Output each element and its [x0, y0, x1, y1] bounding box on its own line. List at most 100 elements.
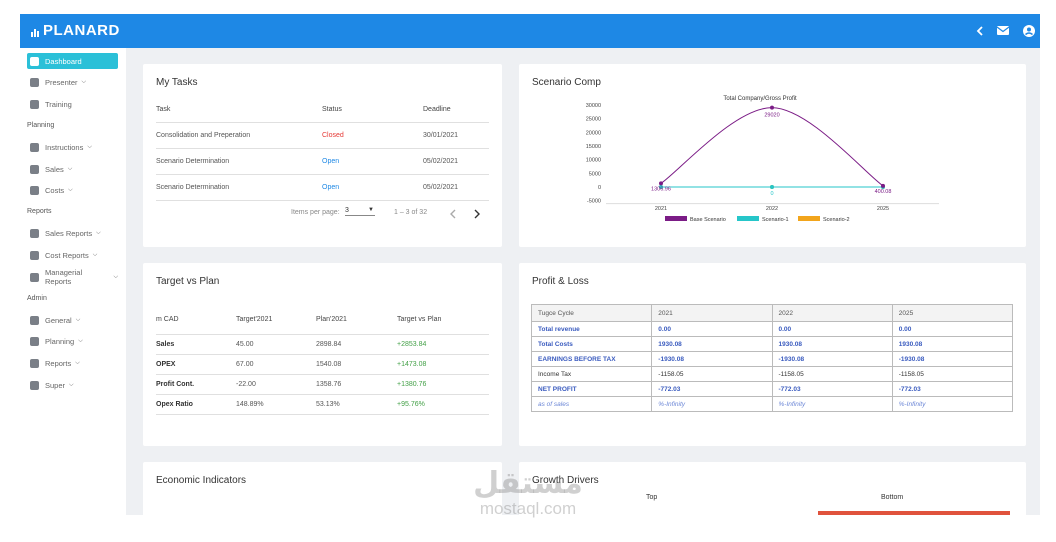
next-page[interactable]	[474, 209, 480, 219]
task-row: Scenario Determination Open 05/02/2021	[156, 174, 489, 201]
cell: Profit Cont.	[156, 374, 236, 395]
y-tick-label: 20000	[586, 130, 601, 136]
column-header: Target vs Plan	[397, 305, 489, 335]
sidebar-label: Cost Reports	[45, 250, 89, 260]
sidebar-item[interactable]: Planning ⌵	[27, 334, 118, 350]
cell: OPEX	[156, 354, 236, 375]
sidebar-label: Super	[45, 380, 66, 390]
sidebar-section: Planning	[27, 121, 55, 129]
sidebar-item[interactable]: Dashboard	[27, 53, 118, 69]
card-title: Target vs Plan	[156, 276, 220, 287]
pl-row: NET PROFIT -772.03 -772.03 -772.03	[530, 381, 1014, 397]
column-header: 2022	[771, 304, 893, 322]
cell: EARNINGS BEFORE TAX	[530, 351, 653, 367]
cell: 45.00	[236, 334, 316, 355]
cell: +1380.76	[397, 374, 489, 395]
cell: as of sales	[530, 396, 653, 412]
column-header: 2021	[651, 304, 773, 322]
card-title: Growth Drivers	[532, 475, 599, 486]
pager	[450, 209, 480, 219]
sidebar-label: Managerial Reports	[45, 268, 83, 286]
task-row: Scenario Determination Open 05/02/2021	[156, 148, 489, 175]
cell: 67.00	[236, 354, 316, 375]
header-row: Tugce Cycle 2021 2022 2025	[530, 304, 1014, 322]
cell: Scenario Determination	[156, 148, 322, 175]
y-tick-label: 10000	[586, 158, 601, 164]
sidebar-item[interactable]: Instructions ⌵	[27, 139, 118, 155]
cell: +95.76%	[397, 394, 489, 415]
plan-row: Opex Ratio 148.89% 53.13% +95.76%	[156, 394, 489, 415]
cell: 1358.76	[316, 374, 397, 395]
legend-label: Scenario-2	[823, 217, 850, 223]
sidebar-label: Sales Reports	[45, 229, 93, 239]
column-header: Tugce Cycle	[530, 304, 653, 322]
sidebar-label: Presenter	[45, 78, 78, 88]
pl-row: Income Tax -1158.05 -1158.05 -1158.05	[530, 366, 1014, 382]
main: My Tasks Task Status Deadline Consolidation…	[126, 48, 1040, 515]
sidebar-icon	[30, 380, 39, 390]
cell: -1930.08	[891, 351, 1014, 367]
cell: 0.00	[771, 321, 893, 337]
pl-card: Profit & Loss Tugce Cycle 2021 2022 2025 Tot…	[519, 263, 1026, 446]
legend-swatch	[798, 216, 820, 221]
brand: PLANARD	[43, 22, 120, 39]
cell: 53.13%	[316, 394, 397, 415]
sidebar-item[interactable]: Presenter ⌵	[27, 75, 118, 91]
back-button[interactable]	[976, 26, 983, 36]
caret: ⌵	[78, 338, 83, 345]
chart-title: Total Company/Gross Profit	[723, 96, 797, 102]
items-per-page: 3	[345, 207, 349, 214]
cell: %-Infinity	[651, 396, 773, 412]
caret: ⌵	[92, 251, 98, 258]
cell: 1930.08	[651, 336, 773, 352]
pl-row: EARNINGS BEFORE TAX -1930.08 -1930.08 -1930…	[530, 351, 1014, 367]
y-tick-label: 25000	[586, 117, 601, 123]
sidebar-label: Reports	[45, 358, 72, 368]
legend-label: Scenario-1	[762, 217, 789, 223]
cell: -1158.05	[651, 366, 773, 382]
point	[770, 184, 774, 189]
pl-row: Total Costs 1930.08 1930.08 1930.08	[530, 336, 1014, 352]
cell: -22.00	[236, 374, 316, 395]
sidebar-item[interactable]: General ⌵	[27, 312, 118, 328]
caret: ⌵	[113, 273, 118, 280]
pl-table: Tugce Cycle 2021 2022 2025 Total revenue 0.00…	[530, 304, 1014, 412]
sidebar-item[interactable]: Reports ⌵	[27, 355, 118, 371]
sidebar-item[interactable]: Costs ⌵	[27, 183, 118, 199]
sidebar-item[interactable]: Training	[27, 96, 118, 112]
sidebar-icon	[30, 56, 39, 66]
sidebar-item[interactable]: Super ⌵	[27, 377, 118, 393]
sidebar-label: Costs	[45, 186, 65, 196]
caret: ⌵	[69, 381, 74, 388]
sidebar-label: Planning	[45, 337, 75, 347]
target-table: m CAD Target'2021 Plan'2021 Target vs Plan S…	[156, 305, 489, 415]
cell: +2853.84	[397, 334, 489, 355]
growth-card: Growth Drivers Top Bottom	[519, 462, 1026, 515]
card-title: Profit & Loss	[532, 276, 589, 287]
sidebar: Dashboard Presenter ⌵ Training Planning Instr…	[20, 48, 127, 515]
growth-bar	[818, 511, 1010, 515]
cell: Opex Ratio	[156, 394, 236, 415]
cell: %-Infinity	[771, 396, 893, 412]
mail-button[interactable]	[997, 26, 1009, 35]
sidebar-icon	[30, 229, 39, 239]
cell: Closed	[322, 122, 423, 149]
growth-bottom: Bottom	[881, 494, 904, 501]
caret: ⌵	[81, 79, 87, 86]
y-tick-label: -5000	[587, 199, 601, 205]
sidebar-item[interactable]: Managerial Reports ⌵	[27, 268, 118, 286]
caret: ⌵	[87, 143, 92, 150]
items-per-page-select[interactable]: 3 ▼	[345, 207, 375, 216]
prev-page[interactable]	[450, 209, 456, 219]
card-title: Economic Indicators	[156, 475, 247, 486]
series-line	[660, 107, 884, 187]
sidebar-item[interactable]: Sales ⌵	[27, 161, 118, 177]
cell: 05/02/2021	[423, 148, 489, 175]
cell: Consolidation and Preperation	[156, 122, 322, 149]
sidebar-item[interactable]: Sales Reports ⌵	[27, 226, 118, 242]
sidebar-icon	[30, 78, 39, 88]
cell: Total Costs	[530, 336, 653, 352]
sidebar-item[interactable]: Cost Reports ⌵	[27, 247, 118, 263]
cell: 30/01/2021	[423, 122, 489, 149]
